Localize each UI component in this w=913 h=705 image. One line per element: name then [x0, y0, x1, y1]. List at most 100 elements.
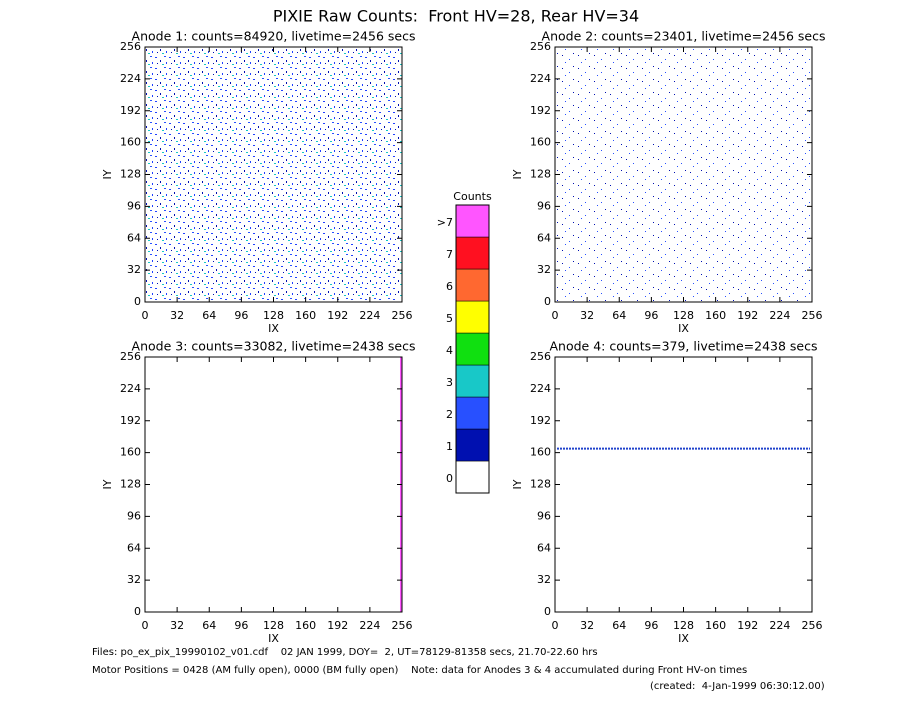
y-tick-label: 160 — [120, 446, 141, 459]
x-tick-label: 32 — [580, 619, 594, 632]
y-axis-label: IY — [101, 479, 114, 489]
x-tick-label: 0 — [552, 619, 559, 632]
y-tick-label: 256 — [530, 40, 551, 53]
colorbar-swatch — [455, 236, 490, 270]
panel-title: Anode 2: counts=23401, livetime=2456 sec… — [542, 29, 826, 44]
colorbar-swatch — [455, 204, 490, 238]
x-tick-label: 192 — [327, 309, 348, 322]
colorbar-swatch — [455, 364, 490, 398]
y-tick-label: 96 — [537, 199, 551, 212]
x-tick-label: 256 — [802, 619, 823, 632]
colorbar-label: 3 — [446, 376, 453, 389]
footer-line: Files: po_ex_pix_19990102_v01.cdf 02 JAN… — [92, 647, 598, 658]
colorbar-label: 2 — [446, 408, 453, 421]
x-tick-label: 0 — [552, 309, 559, 322]
colorbar-swatch — [455, 332, 490, 366]
x-tick-label: 192 — [327, 619, 348, 632]
x-tick-label: 128 — [673, 619, 694, 632]
y-axis-label: IY — [511, 169, 524, 179]
colorbar-label: 5 — [446, 312, 453, 325]
colorbar-swatch — [455, 460, 490, 494]
x-tick-label: 256 — [392, 309, 413, 322]
x-tick-label: 192 — [737, 309, 758, 322]
y-tick-label: 128 — [530, 478, 551, 491]
y-tick-label: 256 — [120, 350, 141, 363]
colorbar-label: 7 — [446, 248, 453, 261]
x-axis-label: IX — [678, 632, 689, 645]
x-tick-label: 224 — [359, 619, 380, 632]
y-tick-label: 224 — [120, 72, 141, 85]
colorbar-label: 1 — [446, 440, 453, 453]
y-tick-label: 256 — [120, 40, 141, 53]
x-axis-label: IX — [268, 632, 279, 645]
x-tick-label: 160 — [705, 619, 726, 632]
y-tick-label: 32 — [537, 573, 551, 586]
colorbar-label: >7 — [437, 216, 453, 229]
colorbar-label: 0 — [446, 472, 453, 485]
y-tick-label: 64 — [127, 231, 141, 244]
x-tick-label: 64 — [202, 619, 216, 632]
y-tick-label: 96 — [537, 509, 551, 522]
x-tick-label: 160 — [295, 309, 316, 322]
y-tick-label: 128 — [530, 168, 551, 181]
x-axis-label: IX — [678, 322, 689, 335]
plot-frame — [554, 356, 813, 613]
figure-title: PIXIE Raw Counts: Front HV=28, Rear HV=3… — [273, 7, 639, 26]
x-tick-label: 224 — [359, 309, 380, 322]
y-tick-label: 224 — [530, 72, 551, 85]
plot-frame — [144, 356, 403, 613]
y-tick-label: 192 — [120, 414, 141, 427]
x-tick-label: 160 — [705, 309, 726, 322]
y-tick-label: 160 — [530, 136, 551, 149]
x-tick-label: 128 — [673, 309, 694, 322]
y-tick-label: 192 — [530, 414, 551, 427]
x-tick-label: 96 — [644, 309, 658, 322]
colorbar-label: 6 — [446, 280, 453, 293]
panel-title: Anode 3: counts=33082, livetime=2438 sec… — [132, 339, 416, 354]
colorbar-frame — [455, 204, 490, 494]
y-axis-label: IY — [511, 479, 524, 489]
y-axis-label: IY — [101, 169, 114, 179]
x-tick-label: 32 — [170, 309, 184, 322]
y-tick-label: 256 — [530, 350, 551, 363]
x-tick-label: 0 — [142, 309, 149, 322]
x-tick-label: 224 — [769, 309, 790, 322]
footer-line: Motor Positions = 0428 (AM fully open), … — [92, 665, 747, 676]
y-tick-label: 160 — [120, 136, 141, 149]
heatmap-texture — [555, 47, 812, 302]
x-tick-label: 64 — [612, 309, 626, 322]
y-tick-label: 0 — [134, 605, 141, 618]
colorbar-title: Counts — [453, 190, 492, 203]
x-tick-label: 32 — [170, 619, 184, 632]
y-tick-label: 64 — [127, 541, 141, 554]
y-tick-label: 192 — [530, 104, 551, 117]
colorbar-swatch — [455, 396, 490, 430]
x-tick-label: 256 — [802, 309, 823, 322]
x-tick-label: 96 — [234, 309, 248, 322]
heatmap-texture — [145, 47, 402, 302]
x-tick-label: 64 — [202, 309, 216, 322]
y-tick-label: 96 — [127, 199, 141, 212]
y-tick-label: 224 — [120, 382, 141, 395]
x-tick-label: 96 — [234, 619, 248, 632]
footer-line: (created: 4-Jan-1999 06:30:12.00) — [650, 681, 825, 692]
y-tick-label: 0 — [544, 605, 551, 618]
y-tick-label: 0 — [544, 295, 551, 308]
y-tick-label: 128 — [120, 168, 141, 181]
x-tick-label: 0 — [142, 619, 149, 632]
x-tick-label: 32 — [580, 309, 594, 322]
y-tick-label: 32 — [537, 263, 551, 276]
y-tick-label: 128 — [120, 478, 141, 491]
colorbar-swatch — [455, 428, 490, 462]
x-tick-label: 96 — [644, 619, 658, 632]
x-tick-label: 256 — [392, 619, 413, 632]
colorbar-label: 4 — [446, 344, 453, 357]
x-tick-label: 224 — [769, 619, 790, 632]
panel-title: Anode 4: counts=379, livetime=2438 secs — [549, 339, 817, 354]
x-tick-label: 128 — [263, 619, 284, 632]
x-tick-label: 160 — [295, 619, 316, 632]
x-tick-label: 128 — [263, 309, 284, 322]
y-tick-label: 32 — [127, 573, 141, 586]
